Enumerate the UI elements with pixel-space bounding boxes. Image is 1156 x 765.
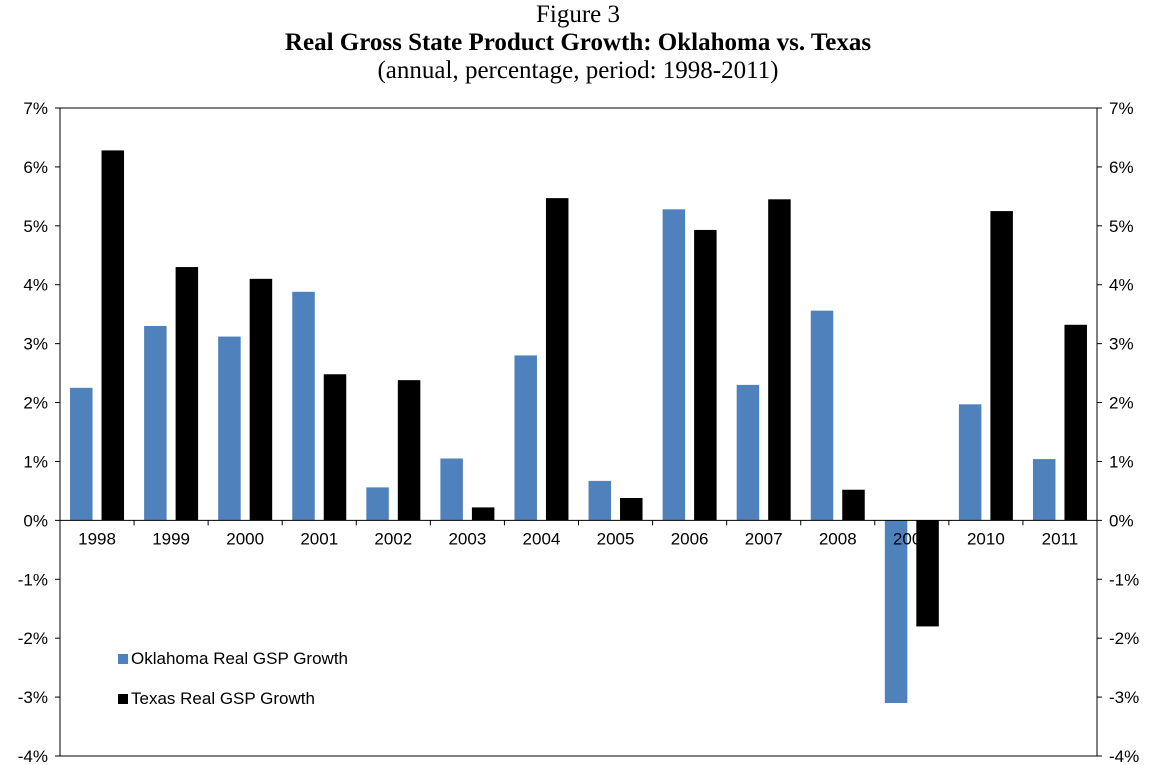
y-tick-label-right: 0% [1109,511,1134,530]
y-tick-label-right: -1% [1109,570,1139,589]
legend-swatch-oklahoma [118,654,128,664]
plot-area-frame [59,107,1098,757]
bar-oklahoma-2011 [1032,459,1056,521]
y-tick-label-right: 1% [1109,452,1134,471]
bar-texas-2008 [842,489,865,521]
y-tick-label-left: 5% [23,217,48,236]
y-tick-label-left: -3% [18,688,48,707]
bar-texas-2000 [249,278,273,521]
bar-oklahoma-2010 [958,404,982,521]
legend-swatch-texas [118,694,128,704]
bar-oklahoma-2004 [514,355,537,521]
x-tick-label: 2008 [819,529,857,548]
y-tick-label-left: 1% [23,452,48,471]
y-tick-label-right: -2% [1109,629,1139,648]
bar-texas-2007 [768,199,791,521]
x-tick-label: 1999 [152,529,190,548]
chart-titles: Figure 3 Real Gross State Product Growth… [0,0,1156,85]
bar-oklahoma-2006 [662,209,686,521]
bar-oklahoma-2003 [440,458,463,521]
bar-oklahoma-1999 [144,325,167,521]
y-tick-label-left: -2% [18,629,48,648]
bar-texas-2010 [990,211,1013,521]
x-tick-label: 2009 [893,529,931,548]
bar-oklahoma-2007 [736,384,760,521]
y-tick-label-right: 2% [1109,394,1134,413]
y-tick-label-left: 0% [23,511,48,530]
bar-oklahoma-2002 [366,487,389,521]
y-tick-label-left: 7% [23,99,48,118]
y-tick-label-right: 3% [1109,335,1134,354]
chart-subtitle: (annual, percentage, period: 1998-2011) [377,57,779,84]
bar-texas-2009 [916,520,939,627]
bar-oklahoma-2001 [292,291,315,521]
y-tick-label-left: 3% [23,335,48,354]
legend-label-texas: Texas Real GSP Growth [131,689,315,708]
y-tick-label-right: -4% [1109,747,1139,765]
bar-texas-2003 [471,507,495,521]
chart-title: Real Gross State Product Growth: Oklahom… [284,29,872,56]
bar-oklahoma-2005 [588,480,612,521]
bar-oklahoma-2009 [884,520,908,703]
bar-texas-2001 [323,374,347,521]
bar-texas-1998 [101,150,125,521]
y-tick-label-right: 5% [1109,217,1134,236]
x-tick-label: 2010 [967,529,1005,548]
y-tick-label-left: -4% [18,747,48,765]
x-tick-label: 2001 [300,529,338,548]
y-tick-label-left: 2% [23,394,48,413]
x-tick-label: 2002 [374,529,412,548]
x-tick-label: 1998 [78,529,116,548]
bar-texas-2011 [1064,324,1087,521]
bar-texas-2006 [694,229,717,521]
legend-label-oklahoma: Oklahoma Real GSP Growth [131,649,348,668]
bar-oklahoma-1998 [70,387,93,521]
y-tick-label-left: -1% [18,570,48,589]
y-tick-label-right: 4% [1109,276,1134,295]
bar-texas-2002 [397,380,421,521]
y-tick-label-right: 6% [1109,158,1134,177]
bar-oklahoma-2000 [218,336,241,521]
y-tick-label-right: -3% [1109,688,1139,707]
x-tick-label: 2007 [745,529,783,548]
bar-oklahoma-2008 [810,310,834,521]
bar-texas-2004 [545,198,569,521]
y-tick-label-left: 4% [23,276,48,295]
x-tick-label: 2005 [597,529,635,548]
y-tick-label-left: 6% [23,158,48,177]
x-tick-label: 2006 [671,529,709,548]
bar-texas-1999 [175,267,199,521]
y-tick-label-right: 7% [1109,99,1134,118]
x-tick-label: 2000 [226,529,264,548]
figure-label: Figure 3 [535,1,621,28]
bar-texas-2005 [620,497,643,521]
x-tick-label: 2003 [448,529,486,548]
x-tick-label: 2011 [1042,529,1079,548]
x-tick-label: 2004 [523,529,561,548]
